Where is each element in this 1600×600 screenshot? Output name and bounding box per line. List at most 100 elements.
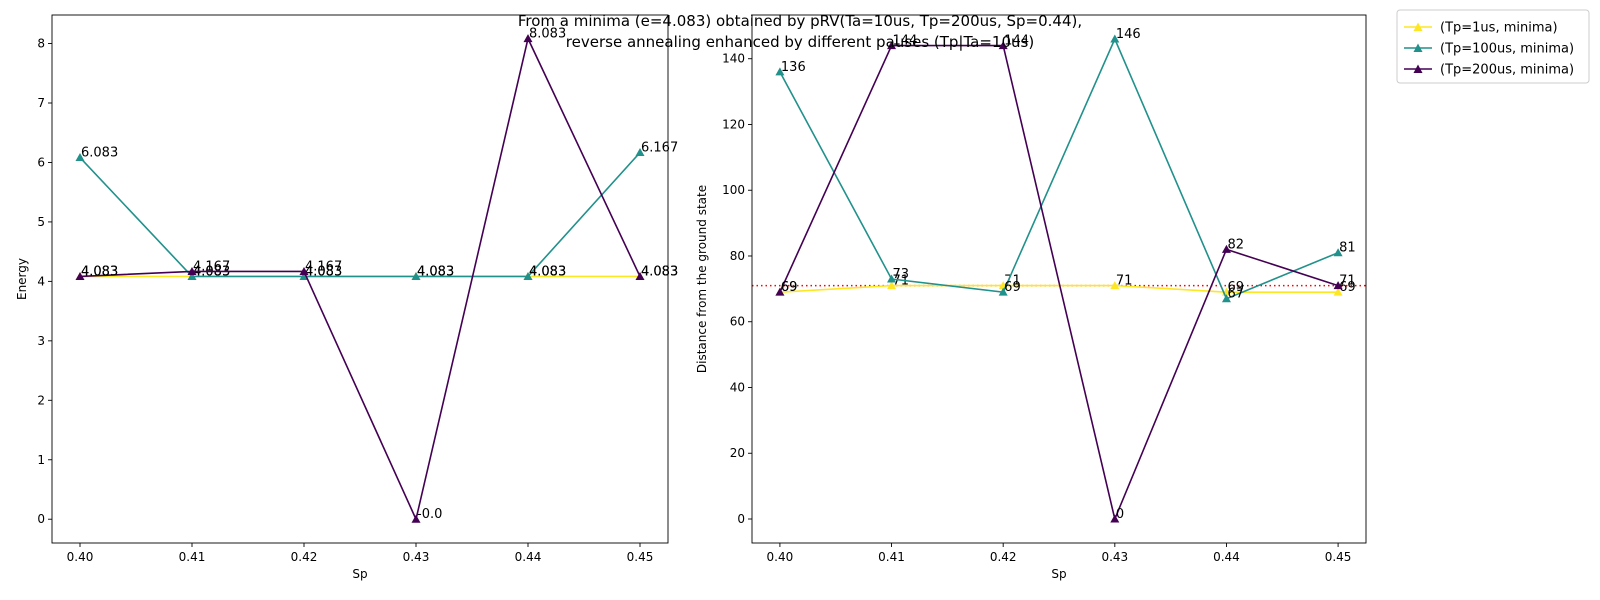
marker-tp100-1 [187,271,197,280]
x-tick-label-2: 0.42 [990,550,1017,564]
x-tick-label-3: 0.43 [1101,550,1128,564]
marker-tp1-1 [887,281,897,290]
y-tick-label-5: 5 [37,215,45,229]
value-label-tp200-5: 71 [1339,274,1356,289]
value-label-tp200-4: 8.083 [529,27,566,42]
value-label-tp100-2: 69 [1004,280,1021,295]
y-tick-label-6: 120 [722,117,745,131]
x-tick-label-2: 0.42 [291,550,318,564]
marker-tp100-4 [1221,294,1231,303]
marker-tp100-1 [887,274,897,283]
x-tick-label-3: 0.43 [403,550,430,564]
y-tick-label-3: 3 [37,334,45,348]
y-tick-label-8: 8 [37,37,45,51]
legend-entry-tp100: (Tp=100us, minima) [1404,42,1574,57]
y-tick-label-7: 7 [37,96,45,110]
y-tick-label-4: 4 [37,274,45,288]
legend-marker-tp1 [1413,22,1423,31]
marker-tp1-5 [1333,287,1343,296]
axes-frame [51,14,669,544]
axes-frame [751,14,1367,544]
marker-tp200-4 [523,34,533,43]
marker-tp200-0 [775,287,785,296]
x-axis-label: Sp [1051,567,1066,581]
y-tick-label-3: 60 [730,315,745,329]
series-line-tp100 [79,151,641,278]
y-tick-label-2: 2 [37,393,45,407]
value-label-tp200-0: 69 [781,280,798,295]
value-label-tp200-0: 4.083 [81,264,118,279]
x-tick-label-0: 0.40 [767,550,794,564]
marker-tp200-1 [887,41,897,50]
series-line-tp200 [779,44,1339,522]
x-tick-label-0: 0.40 [67,550,94,564]
legend-marker-tp200 [1413,64,1423,73]
series-line-tp200 [79,36,641,522]
legend-frame [1396,9,1590,84]
marker-tp100-0 [775,67,785,76]
x-tick-label-4: 0.44 [1213,550,1240,564]
marker-tp100-5 [635,148,645,157]
y-tick-label-0: 0 [737,512,745,526]
legend-label-tp200: (Tp=200us, minima) [1440,63,1574,78]
y-axis-label: Distance from the ground state [695,185,709,373]
value-label-tp200-4: 82 [1227,237,1244,252]
value-label-tp200-1: 144 [893,34,918,49]
x-tick-label-1: 0.41 [179,550,206,564]
legend: (Tp=1us, minima) (Tp=100us, minima) (Tp=… [1396,9,1590,84]
value-label-tp100-1: 73 [893,267,910,282]
value-label-tp1-4: 69 [1227,280,1244,295]
legend-entry-tp1: (Tp=1us, minima) [1404,21,1558,36]
value-label-tp1-0: 69 [781,280,798,295]
value-label-tp1-5: 4.083 [641,264,678,279]
x-tick-label-1: 0.41 [878,550,905,564]
value-label-tp100-2: 4.083 [305,264,342,279]
legend-label-tp100: (Tp=100us, minima) [1440,42,1574,57]
marker-tp200-3 [1110,514,1120,523]
x-tick-label-4: 0.44 [515,550,542,564]
value-label-tp100-5: 6.167 [641,141,678,156]
y-tick-label-7: 140 [722,52,745,66]
value-label-tp200-2: 4.167 [305,259,342,274]
marker-tp100-5 [1333,248,1343,257]
value-label-tp200-3: -0.0 [417,507,442,522]
y-tick-label-5: 100 [722,183,745,197]
y-tick-label-6: 6 [37,155,45,169]
marker-tp200-2 [299,266,309,275]
y-tick-label-4: 80 [730,249,745,263]
y-axis-label: Energy [15,258,29,300]
legend-label-tp1: (Tp=1us, minima) [1440,21,1558,36]
y-tick-label-1: 1 [37,453,45,467]
x-tick-label-5: 0.45 [1325,550,1352,564]
value-label-tp100-0: 6.083 [81,146,118,161]
marker-tp200-4 [1221,244,1231,253]
value-label-tp200-5: 4.083 [641,264,678,279]
value-label-tp1-2: 71 [1004,274,1021,289]
x-axis-label: Sp [352,567,367,581]
value-label-tp200-1: 4.167 [193,259,230,274]
marker-tp100-3 [1110,34,1120,43]
marker-tp100-2 [998,287,1008,296]
value-label-tp1-5: 69 [1339,280,1356,295]
value-label-tp100-3: 4.083 [417,264,454,279]
marker-tp200-2 [998,41,1008,50]
value-label-tp1-4: 4.083 [529,264,566,279]
marker-tp200-5 [635,271,645,280]
value-label-tp100-0: 136 [781,60,806,75]
y-tick-label-1: 20 [730,446,745,460]
value-label-tp200-2: 144 [1004,34,1029,49]
value-label-tp100-4: 67 [1227,287,1244,302]
series-line-tp100 [779,36,1339,300]
value-label-tp100-4: 4.083 [529,264,566,279]
legend-marker-tp100 [1413,43,1423,52]
marker-tp100-0 [75,153,85,162]
y-tick-label-0: 0 [37,512,45,526]
marker-tp200-1 [187,266,197,275]
value-label-tp100-5: 81 [1339,241,1356,256]
marker-tp1-3 [1110,281,1120,290]
y-tick-label-2: 40 [730,380,745,394]
x-tick-label-5: 0.45 [627,550,654,564]
value-label-tp1-3: 71 [1116,274,1133,289]
